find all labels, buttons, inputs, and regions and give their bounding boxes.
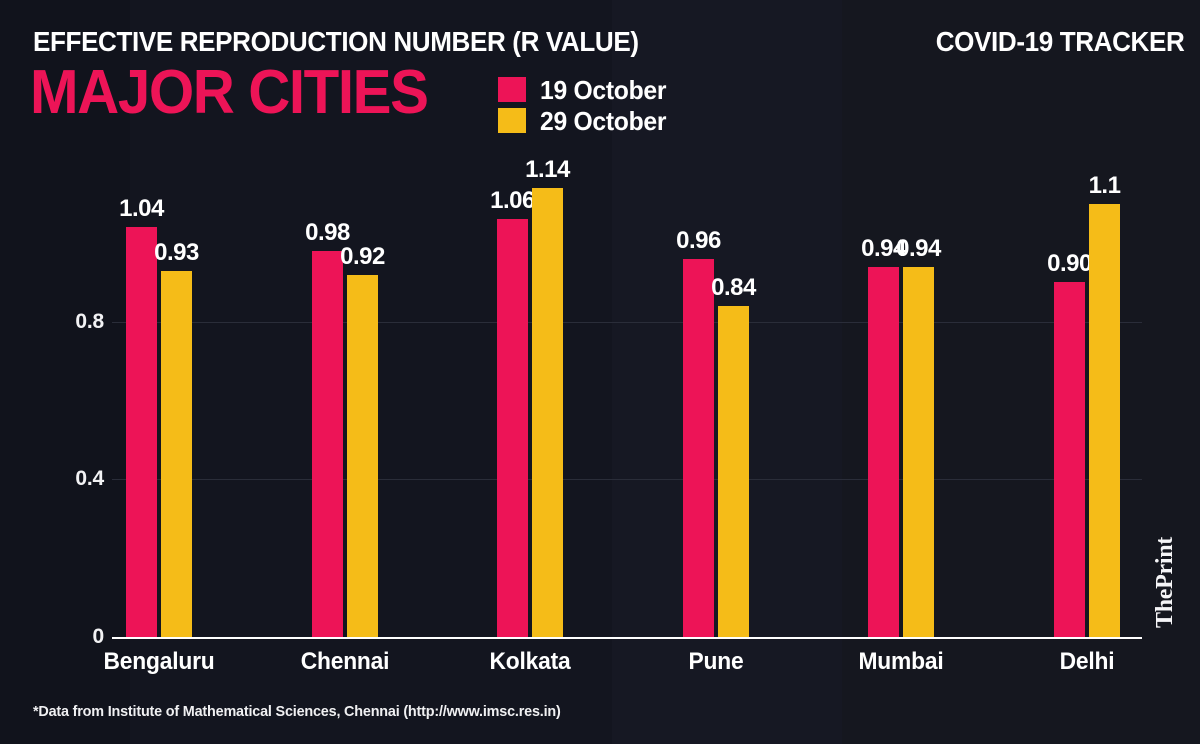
bar [718, 306, 749, 637]
bar-value-label: 0.94 [896, 234, 941, 262]
bar-value-label: 0.92 [340, 242, 385, 270]
bar [532, 187, 563, 637]
x-axis-category-label: Bengaluru [103, 648, 215, 675]
legend-item-label: 19 October [540, 74, 667, 105]
square-swatch-icon [498, 108, 526, 133]
x-axis-category-label: Chennai [300, 648, 390, 675]
legend-item: 29 October [498, 105, 673, 136]
y-axis-tick-label: 0 [92, 625, 105, 648]
chart-header: EFFECTIVE REPRODUCTION NUMBER (R VALUE) … [0, 0, 1200, 150]
legend-item: 19 October [498, 74, 673, 105]
bar-value-label: 0.84 [711, 274, 756, 302]
source-note: *Data from Institute of Mathematical Sci… [33, 703, 561, 720]
y-axis-tick-label: 0.4 [75, 467, 104, 491]
x-axis-category-label: Delhi [1059, 648, 1115, 675]
page-title: MAJOR CITIES [30, 58, 429, 127]
bar [161, 270, 192, 637]
bar [312, 250, 343, 637]
y-axis-tick-label: 0.8 [75, 309, 104, 333]
x-axis-category-label: Pune [688, 648, 744, 675]
bar-value-label: 0.93 [154, 238, 199, 266]
x-axis-category-label: Mumbai [858, 648, 944, 675]
bar [868, 266, 899, 637]
bar [1089, 203, 1120, 637]
x-axis-category-label: Kolkata [489, 648, 571, 675]
theprint-logo: ThePrint [1152, 537, 1178, 628]
bar-value-label: 1.14 [525, 155, 570, 183]
x-axis-line [112, 637, 1142, 639]
bar-value-label: 0.98 [305, 218, 350, 246]
bar [683, 258, 714, 637]
legend-item-label: 29 October [540, 105, 667, 136]
gridline [112, 479, 1142, 481]
bar [1054, 282, 1085, 637]
tracker-label: COVID-19 TRACKER [935, 26, 1184, 57]
bar [903, 266, 934, 637]
square-swatch-icon [498, 77, 526, 102]
bar-value-label: 1.04 [119, 195, 164, 223]
bar-value-label: 1.06 [490, 187, 535, 215]
bar [347, 274, 378, 637]
bar-value-label: 0.90 [1047, 250, 1092, 278]
bar [497, 219, 528, 637]
bar-value-label: 0.96 [676, 226, 721, 254]
chart-subtitle: EFFECTIVE REPRODUCTION NUMBER (R VALUE) [33, 26, 639, 57]
gridline [112, 321, 1142, 323]
bar [126, 227, 157, 637]
chart-legend: 19 October 29 October [498, 74, 673, 136]
bar-value-label: 1.1 [1088, 171, 1121, 199]
bar-value-label: 0.94 [861, 234, 906, 262]
